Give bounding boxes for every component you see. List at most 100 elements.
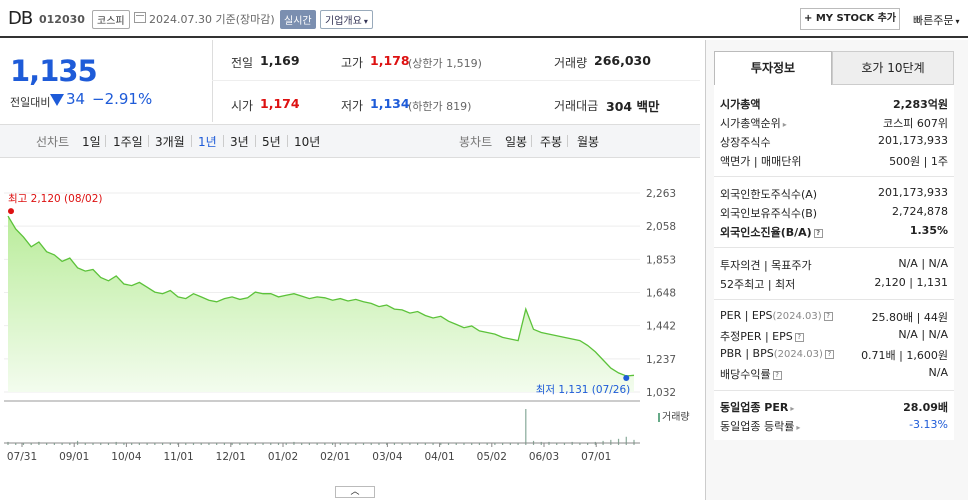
volume-value: 266,030 (594, 53, 651, 68)
low-annotation: 최저 1,131 (07/26) (536, 384, 631, 396)
volume-bar (262, 442, 264, 445)
low-value: 1,134 (370, 96, 410, 111)
calendar-icon (134, 12, 146, 23)
caret-right-icon: ▸ (796, 423, 801, 432)
foreign-rate-value: 1.35% (909, 224, 948, 237)
tab-3y[interactable]: 3년 (230, 135, 249, 149)
x-tick-label: 07/01 (581, 451, 611, 463)
industry-per-row[interactable]: 동일업종 PER ▸ 28.09배 (720, 399, 948, 417)
volume-bar (502, 442, 504, 445)
industry-per-label: 동일업종 PER (720, 401, 789, 414)
volume-bar (324, 442, 326, 445)
help-icon[interactable]: ? (824, 349, 834, 359)
volume-bar (370, 442, 372, 445)
volume-bar (386, 442, 388, 445)
help-icon[interactable]: ? (794, 332, 804, 342)
market-cap-row: 시가총액 2,283억원 (720, 96, 948, 114)
volume-bar (22, 442, 25, 445)
tab-weekly[interactable]: 주봉 (540, 135, 563, 149)
market-cap-value: 2,283억원 (892, 98, 948, 111)
x-tick-label: 10/04 (111, 451, 142, 463)
per-row: PER | EPS(2024.03)? 25.80배 | 44원 (720, 309, 948, 327)
volume-bar (424, 442, 426, 445)
high-label: 고가 (341, 56, 364, 70)
volume-bar (486, 442, 488, 445)
volume-bar (69, 442, 71, 445)
x-tick-label: 09/01 (59, 451, 89, 463)
chevron-up-icon: ︿ (350, 487, 360, 497)
quick-order-link[interactable]: 빠른주문 ▾ (913, 12, 960, 28)
tab-invest-info[interactable]: 투자정보 (714, 51, 832, 85)
y-tick-label: 1,032 (646, 387, 676, 399)
market-cap-rank-label: 시가총액순위 (720, 117, 781, 130)
add-mystock-button[interactable]: + MY STOCK 추가 (800, 8, 900, 30)
low-label: 저가 (341, 99, 364, 113)
volume-bar (246, 442, 249, 445)
volume-bar (84, 442, 86, 445)
stock-code: 012030 (39, 13, 85, 26)
help-icon[interactable]: ? (813, 228, 823, 238)
w52-value: 2,120 | 1,131 (874, 276, 948, 289)
tab-5y[interactable]: 5년 (262, 135, 281, 149)
volume-bar (131, 442, 133, 445)
est-per-value: N/A | N/A (898, 328, 948, 341)
prev-close-label: 전일 (231, 56, 254, 70)
volume-bar (208, 442, 210, 445)
x-tick-label: 04/01 (424, 451, 454, 463)
market-cap-rank-row[interactable]: 시가총액순위 ▸ 코스피 607위 (720, 115, 948, 133)
volume-bar (563, 442, 566, 445)
volume-bar (393, 442, 396, 445)
price-chart[interactable]: 2,263 2,058 1,853 1,648 1,442 1,237 1,032 최고 2… (0, 175, 700, 445)
low-marker (623, 374, 630, 381)
help-icon[interactable]: ? (772, 370, 782, 380)
x-tick-label: 12/01 (216, 451, 246, 463)
foreign-hold-value: 2,724,878 (892, 205, 948, 218)
tab-1y[interactable]: 1년 (198, 135, 217, 149)
volume-bar (610, 439, 612, 445)
open-value: 1,174 (260, 96, 300, 111)
tab-line-chart[interactable]: 선차트 (36, 135, 70, 149)
tab-1d[interactable]: 1일 (82, 135, 101, 149)
divider (287, 135, 288, 147)
tab-10y[interactable]: 10년 (294, 135, 321, 149)
realtime-button[interactable]: 실시간 (280, 10, 316, 29)
volume-bar (355, 442, 357, 445)
per-date: (2024.03) (772, 311, 822, 322)
volume-label: 거래량 (554, 56, 588, 70)
invest-info-box (714, 85, 954, 440)
caret-right-icon: ▸ (790, 404, 795, 413)
divider (567, 135, 568, 147)
industry-rate-row[interactable]: 동일업종 등락률 ▸ -3.13% (720, 418, 948, 436)
chart-period-tabs (0, 124, 700, 158)
y-tick-label: 1,648 (646, 288, 676, 300)
volume-bar (169, 442, 171, 445)
volume-bar (633, 439, 635, 445)
volume-bar (463, 442, 465, 445)
volume-bar (617, 438, 620, 445)
tab-monthly[interactable]: 월봉 (577, 135, 600, 149)
volume-bar (138, 442, 140, 445)
x-axis: 07/31 09/01 10/04 11/01 12/01 01/02 02/01 03/04… (4, 442, 640, 463)
divider (191, 135, 192, 147)
volume-bar (146, 442, 148, 445)
collapse-button[interactable]: ︿ (335, 486, 375, 498)
y-tick-label: 1,237 (646, 354, 676, 366)
volume-bar (478, 442, 481, 445)
price-line (7, 215, 635, 377)
help-icon[interactable]: ? (823, 311, 833, 321)
tab-candle-chart[interactable]: 봉차트 (459, 135, 493, 149)
opinion-label: 투자의견 | 목표주가 (720, 259, 812, 272)
company-overview-dropdown[interactable]: 기업개요 ▾ (320, 10, 373, 29)
tab-3m[interactable]: 3개월 (155, 135, 185, 149)
tab-orderbook[interactable]: 호가 10단계 (832, 51, 954, 85)
listed-shares-label: 상장주식수 (720, 136, 771, 149)
divider (212, 80, 700, 81)
listed-shares-row: 상장주식수 201,173,933 (720, 134, 948, 152)
tab-1w[interactable]: 1주일 (113, 135, 143, 149)
high-value: 1,178 (370, 53, 410, 68)
volume-bar (254, 442, 256, 445)
volume-bar (417, 442, 419, 445)
y-tick-label: 2,263 (646, 188, 676, 200)
caret-right-icon: ▸ (782, 120, 787, 129)
tab-daily[interactable]: 일봉 (505, 135, 528, 149)
